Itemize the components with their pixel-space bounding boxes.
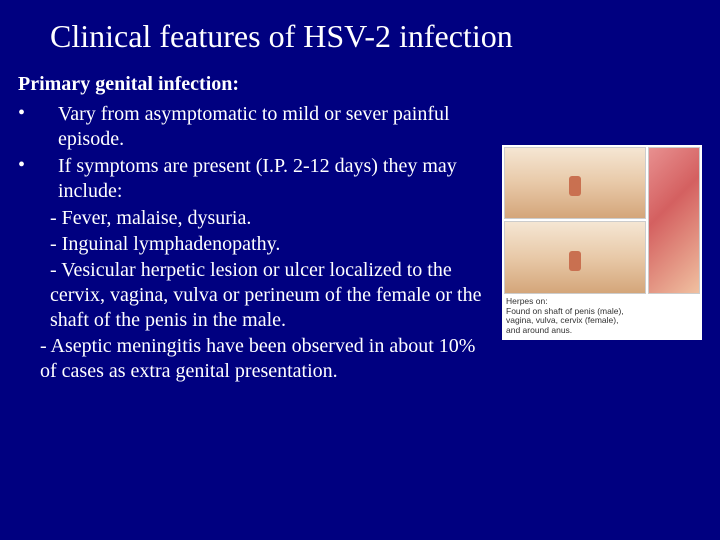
bullet-item: • If symptoms are present (I.P. 2-12 day… [18, 154, 490, 204]
anatomy-top [504, 147, 646, 219]
bullet-marker: • [18, 154, 58, 204]
caption-line: and around anus. [506, 326, 698, 336]
figure-images [504, 147, 700, 294]
slide-title: Clinical features of HSV-2 infection [0, 0, 720, 55]
anatomy-diagrams [504, 147, 646, 294]
lesion-closeup [648, 147, 700, 294]
content-area: Primary genital infection: • Vary from a… [0, 55, 490, 384]
sub-item: - Fever, malaise, dysuria. [18, 206, 490, 231]
bullet-item: • Vary from asymptomatic to mild or seve… [18, 102, 490, 152]
anatomy-bottom [504, 221, 646, 293]
bullet-text: Vary from asymptomatic to mild or sever … [58, 102, 490, 152]
bullet-text: If symptoms are present (I.P. 2-12 days)… [58, 154, 490, 204]
subheading: Primary genital infection: [18, 73, 490, 96]
sub-item: - Vesicular herpetic lesion or ulcer loc… [18, 258, 490, 333]
figure-caption: Herpes on: Found on shaft of penis (male… [504, 294, 700, 338]
sub-item: - Aseptic meningitis have been observed … [18, 334, 490, 384]
illustration-figure: Herpes on: Found on shaft of penis (male… [502, 145, 702, 340]
sub-item: - Inguinal lymphadenopathy. [18, 232, 490, 257]
bullet-marker: • [18, 102, 58, 152]
